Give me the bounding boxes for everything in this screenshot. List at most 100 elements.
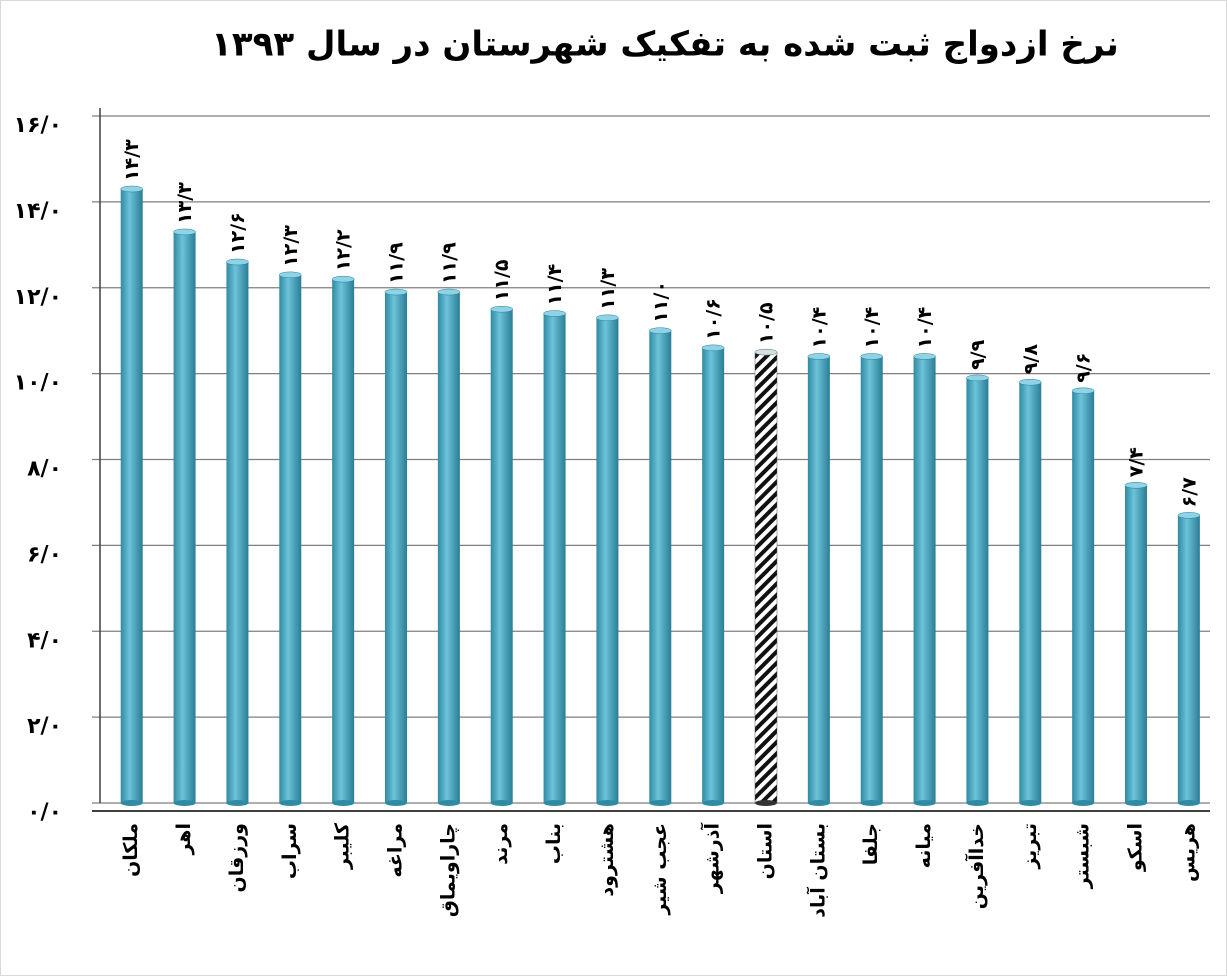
x-tick-label: کلیبر	[332, 822, 354, 870]
bar-cap	[860, 353, 883, 360]
x-tick-label: آذرشهر	[700, 823, 724, 895]
bar	[490, 309, 513, 803]
bar-base	[173, 800, 196, 806]
bar-base	[490, 800, 513, 806]
data-label: ۱۰/۵	[756, 302, 778, 344]
bar-base	[332, 800, 355, 806]
bar-cap	[807, 353, 831, 360]
data-label: ۹/۹	[967, 339, 989, 370]
x-tick-label: میانه	[913, 823, 935, 868]
data-label: ۱۴/۳	[121, 139, 143, 181]
x-tick-label: تبریز	[1019, 823, 1041, 870]
bar-base	[120, 800, 143, 806]
data-label: ۱۱/۳	[597, 268, 619, 310]
x-tick-label: ملکان	[120, 823, 142, 877]
y-tick-label: ۲/۰	[27, 714, 62, 739]
x-tick-label: سراب	[279, 823, 301, 879]
bar	[226, 261, 249, 803]
data-label: ۱۰/۶	[703, 298, 725, 340]
x-tick-label: عجب شیر	[649, 823, 671, 916]
bar-base	[1019, 800, 1042, 806]
bar-base	[226, 800, 249, 806]
y-tick-label: ۱۲/۰	[14, 285, 62, 310]
data-label: ۶/۷	[1178, 477, 1200, 508]
bar	[437, 292, 460, 803]
bar-base	[1072, 800, 1095, 806]
bar-cap	[384, 288, 408, 296]
bar-cap	[437, 288, 461, 296]
bar-cap	[1019, 378, 1042, 386]
data-label: ۱۱/۴	[544, 264, 566, 306]
bar-base	[279, 800, 302, 806]
x-tick-label: اهر	[173, 823, 195, 856]
y-tick-label: ۱۴/۰	[14, 199, 62, 224]
bar	[807, 356, 830, 803]
bar	[1072, 390, 1095, 803]
bar	[385, 292, 407, 803]
data-label: ۱۱/۹	[386, 242, 408, 284]
data-label: ۱۰/۴	[861, 307, 883, 349]
bar-base	[385, 800, 407, 806]
bar-base	[1177, 800, 1200, 806]
y-tick-label: ۶/۰	[27, 542, 62, 567]
bar	[754, 351, 778, 804]
bar	[596, 317, 619, 803]
bar-base	[966, 800, 989, 806]
bar	[1177, 515, 1200, 803]
bar	[332, 279, 355, 804]
data-label: ۱۲/۳	[280, 225, 302, 267]
y-tick-label: ۱۶/۰	[14, 113, 62, 138]
bar	[1019, 382, 1042, 803]
data-label: ۹/۸	[1020, 344, 1042, 375]
x-tick-label: جلفا	[860, 823, 882, 865]
bar-cap	[649, 327, 672, 334]
bar	[120, 188, 143, 803]
x-tick-label: اسکو	[1125, 823, 1147, 872]
x-tick-label: شبستر	[1072, 823, 1094, 889]
x-tick-label: هریس	[1177, 823, 1199, 882]
x-tick-label: ورزقان	[226, 823, 248, 892]
data-label: ۱۰/۴	[914, 307, 936, 349]
x-tick-label: بستان آباد	[805, 823, 829, 918]
bar	[860, 356, 883, 803]
bar-cap	[1177, 512, 1201, 519]
y-tick-label: ۸/۰	[27, 457, 62, 482]
y-tick-label: ۱۰/۰	[14, 371, 62, 396]
bar-base	[437, 800, 460, 806]
bar-base	[755, 800, 777, 806]
bar-base	[1125, 800, 1147, 806]
x-tick-label: مراغه	[385, 823, 407, 878]
bar-cap	[279, 271, 302, 279]
bar-cap	[701, 344, 725, 352]
bar-cap	[966, 374, 989, 382]
x-tick-label: خداآفرین	[964, 823, 988, 909]
bar-cap	[1071, 387, 1095, 395]
bar	[543, 313, 566, 803]
bar	[913, 356, 936, 803]
x-tick-label: چاراویماق	[437, 823, 459, 917]
bar	[173, 231, 196, 803]
data-label: ۱۱/۹	[438, 242, 460, 284]
data-label: ۱۳/۳	[174, 182, 196, 224]
bar	[649, 330, 672, 803]
data-label: ۱۲/۶	[227, 212, 249, 254]
x-tick-label: استان	[755, 823, 777, 879]
data-label: ۹/۶	[1073, 353, 1095, 383]
x-tick-label: بناب	[543, 823, 565, 864]
bar-base	[860, 800, 883, 806]
bar-base	[807, 800, 830, 806]
bar-base	[913, 800, 936, 806]
bar-cap	[120, 185, 143, 193]
bar	[1125, 485, 1147, 803]
bar-base	[702, 800, 725, 806]
x-tick-label: هشترود	[596, 823, 618, 897]
bar	[702, 347, 725, 803]
bar-cap	[1124, 482, 1148, 489]
y-tick-label: ۰/۰	[27, 800, 62, 825]
bar-cap	[596, 314, 619, 322]
chart-title: نرخ ازدواج ثبت شده به تفکیک شهرستان در س…	[211, 25, 1119, 65]
bar-cap	[490, 305, 513, 313]
bar	[966, 377, 989, 803]
bar-cap	[543, 310, 566, 317]
